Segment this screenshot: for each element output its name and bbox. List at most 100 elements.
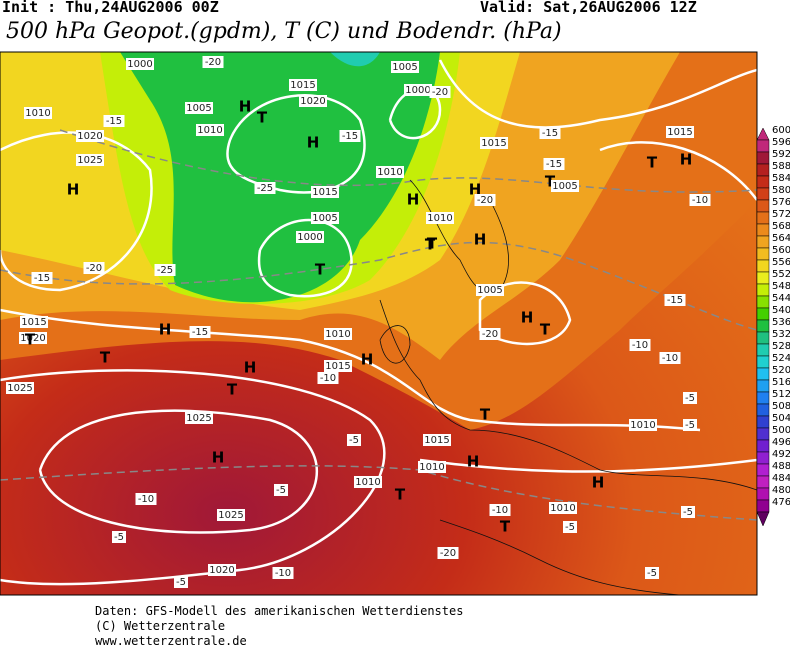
- contour-label: -15: [106, 116, 122, 127]
- footer-source: Daten: GFS-Modell des amerikanischen Wet…: [95, 604, 463, 618]
- label-box: [126, 58, 154, 70]
- pressure-center: T: [257, 109, 268, 127]
- colorbar-label: 524: [772, 353, 790, 364]
- pressure-center: T: [540, 321, 551, 339]
- contour-label: -20: [477, 195, 493, 206]
- pressure-center: T: [100, 349, 111, 367]
- label-box: [83, 262, 105, 274]
- colorbar-label: 532: [772, 329, 790, 340]
- colorbar-label: 580: [772, 185, 790, 196]
- label-box: [289, 79, 317, 91]
- colorbar-label: 500: [772, 425, 790, 436]
- pressure-center: T: [647, 154, 658, 172]
- colorbar-swatch: [756, 319, 770, 333]
- label-box: [202, 56, 224, 68]
- colorbar-swatch: [756, 439, 770, 453]
- contour-label: 1000: [297, 232, 322, 243]
- label-box: [689, 194, 711, 206]
- colorbar-label: 496: [772, 437, 790, 448]
- colorbar-label: 476: [772, 497, 790, 508]
- colorbar-label: 512: [772, 389, 790, 400]
- pressure-center: T: [25, 331, 36, 349]
- label-box: [272, 567, 294, 579]
- contour-label: 1010: [377, 167, 402, 178]
- label-box: [174, 576, 188, 588]
- label-box: [20, 316, 48, 328]
- colorbar-swatch: [756, 295, 770, 309]
- footer-url: www.wetterzentrale.de: [95, 634, 247, 648]
- contour-label: 1005: [477, 285, 502, 296]
- contour-label: -5: [114, 532, 124, 543]
- contour-label: 1010: [427, 213, 452, 224]
- colorbar-label: 596: [772, 137, 790, 148]
- colorbar-label: 588: [772, 161, 790, 172]
- label-box: [31, 272, 53, 284]
- contour-label: 1020: [209, 565, 234, 576]
- contour-label: 1015: [290, 80, 315, 91]
- colorbar-swatch: [756, 463, 770, 477]
- label-box: [474, 194, 496, 206]
- contour-label: -10: [692, 195, 708, 206]
- label-box: [76, 130, 104, 142]
- colorbar-label: 480: [772, 485, 790, 496]
- colorbar-bottom-arrow: [756, 511, 770, 527]
- label-box: [339, 130, 361, 142]
- colorbar-swatch: [756, 355, 770, 369]
- label-box: [659, 352, 681, 364]
- label-box: [629, 419, 657, 431]
- label-box: [543, 158, 565, 170]
- label-box: [299, 95, 327, 107]
- label-box: [563, 521, 577, 533]
- contour-label: 1025: [77, 155, 102, 166]
- label-box: [324, 328, 352, 340]
- contour-label: 1020: [77, 131, 102, 142]
- colorbar-swatch: [756, 367, 770, 381]
- contour-label: 1010: [355, 477, 380, 488]
- contour-label: 1015: [312, 187, 337, 198]
- label-box: [549, 502, 577, 514]
- colorbar-label: 572: [772, 209, 790, 220]
- label-box: [479, 328, 501, 340]
- label-box: [135, 493, 157, 505]
- colorbar-swatch: [756, 307, 770, 321]
- contour-label: -20: [205, 57, 221, 68]
- colorbar-swatch: [756, 139, 770, 153]
- green-zone: [120, 52, 440, 303]
- label-box: [317, 372, 339, 384]
- pressure-center: T: [315, 261, 326, 279]
- label-box: [6, 382, 34, 394]
- label-box: [376, 166, 404, 178]
- contour-label: 1020: [20, 333, 45, 344]
- contour-label: -10: [275, 568, 291, 579]
- contour-label: -5: [565, 522, 575, 533]
- label-box: [189, 326, 211, 338]
- colorbar-swatch: [756, 187, 770, 201]
- contour-label: 1015: [424, 435, 449, 446]
- colorbar-swatch: [756, 499, 770, 513]
- contour-label: -15: [667, 295, 683, 306]
- contour-label: -25: [157, 265, 173, 276]
- label-box: [185, 412, 213, 424]
- colorbar-swatch: [756, 271, 770, 285]
- contour-label: 1000: [405, 85, 430, 96]
- label-box: [185, 102, 213, 114]
- pressure-center: H: [361, 351, 374, 369]
- contour-label: 1010: [25, 108, 50, 119]
- colorbar-label: 536: [772, 317, 790, 328]
- pressure-center: H: [67, 181, 80, 199]
- contour-label: -5: [685, 393, 695, 404]
- label-box: [426, 212, 454, 224]
- label-box: [311, 186, 339, 198]
- colorbar: 6005965925885845805765725685645605565525…: [756, 125, 790, 527]
- pressure-center: T: [395, 486, 406, 504]
- label-box: [324, 360, 352, 372]
- contour-label: 1025: [7, 383, 32, 394]
- colorbar-label: 548: [772, 281, 790, 292]
- colorbar-label: 592: [772, 149, 790, 160]
- contour-label: -25: [257, 183, 273, 194]
- colorbar-swatch: [756, 247, 770, 261]
- label-box: [19, 332, 47, 344]
- contour-label: -20: [432, 87, 448, 98]
- pressure-center: T: [227, 381, 238, 399]
